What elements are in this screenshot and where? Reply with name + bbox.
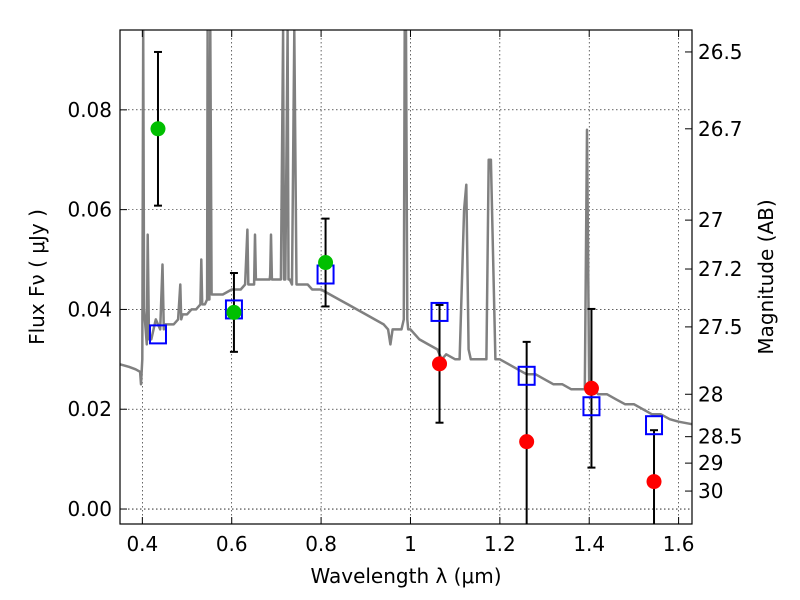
red-data-point bbox=[519, 434, 535, 450]
red-data-point bbox=[583, 380, 599, 396]
x-tick-label: 1.4 bbox=[573, 532, 605, 556]
right-tick-label: 29 bbox=[698, 451, 723, 475]
x-tick-label: 1.2 bbox=[484, 532, 516, 556]
right-tick-label: 27 bbox=[698, 208, 723, 232]
model-photometry-point bbox=[517, 365, 536, 386]
x-tick-label: 0.6 bbox=[216, 532, 248, 556]
axis-ticks bbox=[120, 30, 692, 524]
y-tick-label: 0.04 bbox=[67, 297, 112, 321]
red-data-point bbox=[432, 356, 448, 372]
x-tick-label: 1 bbox=[404, 532, 417, 556]
right-tick-label: 26.7 bbox=[698, 117, 743, 141]
spectrum-layer bbox=[119, 29, 693, 426]
right-tick-label: 26.5 bbox=[698, 40, 743, 64]
right-tick-label: 30 bbox=[698, 479, 723, 503]
model-photometry-point bbox=[148, 324, 167, 345]
x-tick-label: 0.8 bbox=[305, 532, 337, 556]
model-photometry-point bbox=[430, 301, 449, 322]
y-tick-label: 0.00 bbox=[67, 497, 112, 521]
green-data-point bbox=[150, 121, 166, 137]
model-photometry-point bbox=[582, 396, 601, 417]
y-tick-label: 0.02 bbox=[67, 397, 112, 421]
right-tick-label: 27.5 bbox=[698, 315, 743, 339]
right-tick-label: 28 bbox=[698, 382, 723, 406]
green-data-point bbox=[226, 304, 242, 320]
x-axis-label: Wavelength λ (μm) bbox=[310, 564, 501, 588]
y-tick-label: 0.08 bbox=[67, 98, 112, 122]
model-photometry-point bbox=[645, 415, 664, 436]
tick-labels: 0.4 0.6 0.8 1 1.2 1.4 1.6 0.00 0.02 0.04 0.06 0.08 2… bbox=[67, 40, 742, 556]
right-tick-label: 27.2 bbox=[698, 257, 743, 281]
y-axis-label: Flux Fν ( μJy ) bbox=[25, 209, 49, 345]
right-axis-label: Magnitude (AB) bbox=[754, 199, 778, 354]
x-tick-label: 1.6 bbox=[663, 532, 695, 556]
spectrum-line bbox=[119, 29, 693, 426]
data-markers bbox=[148, 121, 664, 490]
red-data-point bbox=[646, 474, 662, 490]
green-data-point bbox=[318, 255, 334, 271]
x-tick-label: 0.4 bbox=[126, 532, 158, 556]
right-tick-label: 28.5 bbox=[698, 425, 743, 449]
y-tick-label: 0.06 bbox=[67, 198, 112, 222]
plot-frame bbox=[119, 29, 693, 525]
